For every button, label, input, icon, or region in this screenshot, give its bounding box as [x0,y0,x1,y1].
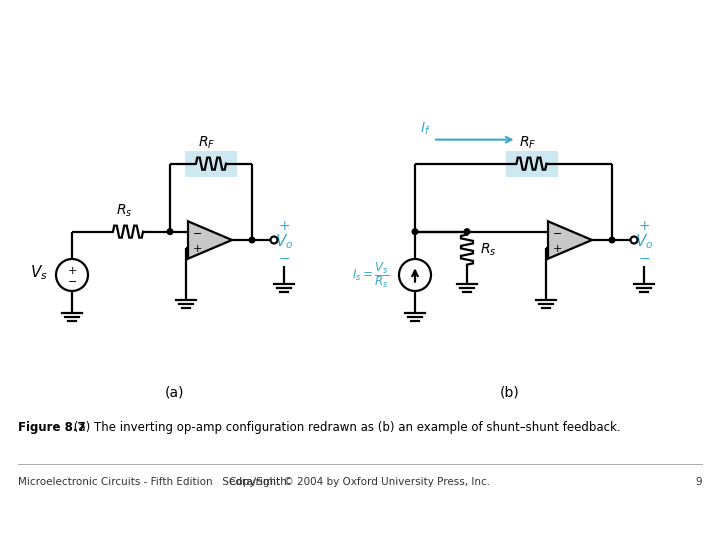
Text: Figure 8.7: Figure 8.7 [18,422,86,435]
Circle shape [167,229,173,234]
Text: $V_s$: $V_s$ [30,264,48,282]
Text: 9: 9 [696,477,702,487]
Polygon shape [188,221,232,259]
Text: $R_F$: $R_F$ [519,134,536,151]
Text: $I_s = \dfrac{V_s}{R_s}$: $I_s = \dfrac{V_s}{R_s}$ [351,260,389,290]
Text: $-$: $-$ [552,227,562,237]
Text: $R_s$: $R_s$ [116,202,132,219]
Circle shape [412,229,418,234]
Text: $+$: $+$ [67,265,77,275]
Circle shape [609,237,615,243]
Text: $-$: $-$ [67,275,77,285]
Text: (a) The inverting op-amp configuration redrawn as (b) an example of shunt–shunt : (a) The inverting op-amp configuration r… [70,422,621,435]
Text: Copyright © 2004 by Oxford University Press, Inc.: Copyright © 2004 by Oxford University Pr… [230,477,490,487]
Text: (b): (b) [500,385,520,399]
Text: $-$: $-$ [278,251,290,265]
Text: Microelectronic Circuits - Fifth Edition   Sedra/Smith: Microelectronic Circuits - Fifth Edition… [18,477,287,487]
Bar [185,151,237,177]
Text: $+$: $+$ [192,243,202,254]
Text: $+$: $+$ [552,243,562,254]
Circle shape [464,229,470,234]
Text: $R_s$: $R_s$ [480,241,497,258]
Text: $-$: $-$ [638,251,650,265]
Text: $+$: $+$ [638,219,650,233]
Bar [505,151,557,177]
Text: $V_o$: $V_o$ [275,233,293,251]
Text: $+$: $+$ [278,219,290,233]
Text: $R_F$: $R_F$ [198,134,216,151]
Text: $I_f$: $I_f$ [420,120,431,137]
Text: $-$: $-$ [192,227,202,237]
Polygon shape [548,221,592,259]
Text: $V_o$: $V_o$ [635,233,653,251]
Text: (a): (a) [166,385,185,399]
Circle shape [249,237,255,243]
